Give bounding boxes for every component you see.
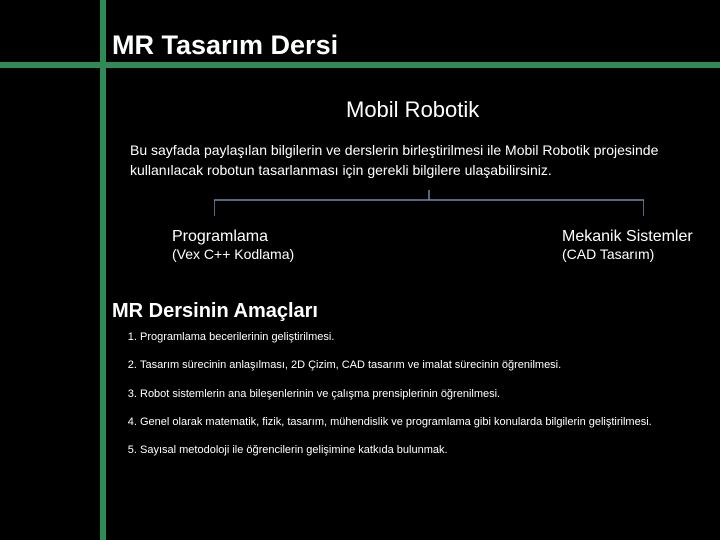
branch-programming: Programlama (Vex C++ Kodlama) — [172, 228, 294, 262]
objectives-list: Programlama becerilerinin geliştirilmesi… — [118, 330, 720, 471]
branch-programming-title: Programlama — [172, 228, 294, 246]
branch-mechanical-title: Mekanik Sistemler — [562, 228, 693, 246]
objective-item: Genel olarak matematik, fizik, tasarım, … — [140, 415, 720, 429]
objective-item: Robot sistemlerin ana bileşenlerinin ve … — [140, 387, 720, 401]
objective-item: Tasarım sürecinin anlaşılması, 2D Çizim,… — [140, 358, 720, 372]
slide: MR Tasarım Dersi Mobil Robotik Bu sayfad… — [0, 0, 720, 540]
bracket-connector — [214, 190, 644, 216]
branch-mechanical: Mekanik Sistemler (CAD Tasarım) — [562, 228, 693, 262]
objective-item: Programlama becerilerinin geliştirilmesi… — [140, 330, 720, 344]
objective-item: Sayısal metodoloji ile öğrencilerin geli… — [140, 443, 720, 457]
subtitle: Mobil Robotik — [346, 97, 479, 123]
objectives-title: MR Dersinin Amaçları — [112, 300, 318, 323]
branch-mechanical-subtitle: (CAD Tasarım) — [562, 246, 693, 262]
branch-programming-subtitle: (Vex C++ Kodlama) — [172, 246, 294, 262]
body-paragraph: Bu sayfada paylaşılan bilgilerin ve ders… — [130, 140, 690, 181]
horizontal-accent-bar — [0, 62, 720, 68]
page-title: MR Tasarım Dersi — [112, 30, 338, 61]
vertical-accent-bar — [100, 0, 106, 540]
